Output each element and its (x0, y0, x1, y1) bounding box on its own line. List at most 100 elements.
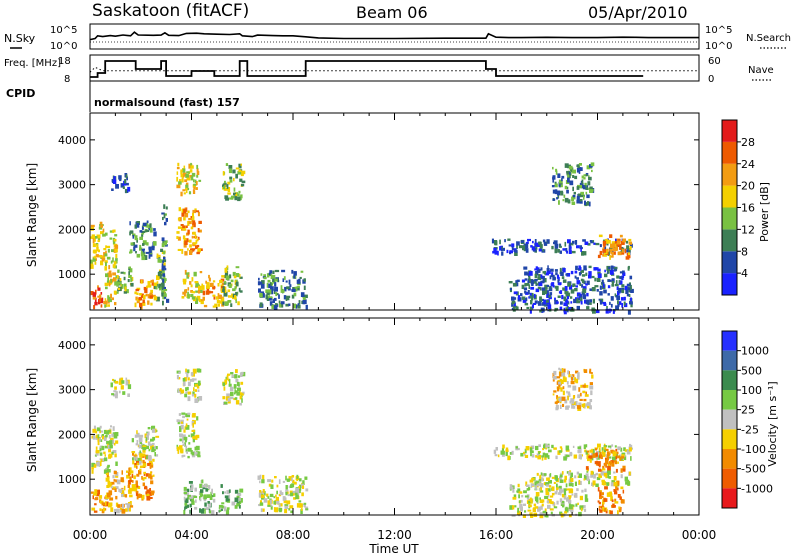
range-cell (127, 393, 130, 397)
range-cell (113, 261, 117, 265)
range-cell (199, 289, 203, 293)
range-cell (197, 380, 201, 386)
range-cell (187, 248, 189, 251)
range-cell (584, 488, 587, 493)
range-cell (564, 475, 567, 481)
range-cell (154, 451, 156, 457)
range-cell (100, 439, 103, 442)
range-cell (546, 500, 549, 503)
range-cell (589, 186, 593, 191)
y-tick-label: 2000 (58, 223, 86, 236)
range-cell (115, 475, 119, 478)
range-cell (139, 244, 142, 250)
range-cell (97, 434, 100, 439)
range-cell (552, 275, 555, 280)
y-tick-label: 3000 (58, 384, 86, 397)
range-cell (209, 282, 214, 287)
range-cell (188, 218, 193, 221)
range-cell (109, 445, 113, 449)
range-cell (571, 378, 576, 381)
range-cell (597, 254, 601, 259)
range-cell (106, 245, 111, 248)
range-cell (222, 491, 224, 495)
range-cell (163, 275, 166, 281)
range-cell (234, 286, 237, 290)
range-cell (142, 449, 146, 453)
range-cell (135, 296, 138, 301)
range-cell (278, 294, 280, 299)
range-cell (559, 378, 563, 382)
range-cell (494, 240, 497, 245)
range-cell (106, 303, 108, 307)
range-cell (575, 285, 578, 288)
x-tick-label: 00:00 (682, 528, 717, 542)
range-cell (217, 283, 220, 287)
range-cell (559, 404, 562, 409)
range-cell (274, 507, 279, 513)
range-cell (259, 480, 261, 484)
range-cell (597, 273, 602, 278)
range-cell (567, 370, 570, 375)
range-cell (538, 451, 541, 455)
range-cell (113, 390, 117, 393)
range-cell (152, 294, 156, 298)
range-cell (525, 446, 530, 451)
range-cell (131, 451, 136, 453)
range-cell (288, 279, 291, 285)
range-cell (585, 391, 587, 396)
range-cell (576, 405, 581, 409)
range-cell (572, 401, 574, 405)
range-cell (128, 267, 131, 271)
range-cell (266, 273, 270, 278)
range-cell (193, 378, 197, 381)
range-cell (133, 456, 136, 461)
range-cell (602, 506, 605, 510)
range-cell (522, 298, 527, 303)
range-cell (156, 281, 159, 285)
range-cell (239, 500, 242, 505)
range-cell (195, 434, 200, 439)
range-cell (543, 443, 547, 446)
range-cell (576, 199, 580, 204)
time-axis-label: Time UT (368, 542, 419, 554)
range-cell (553, 506, 558, 509)
range-cell (146, 455, 148, 460)
range-cell (568, 165, 573, 170)
range-cell (142, 222, 147, 227)
range-cell (114, 248, 118, 253)
range-cell (576, 277, 579, 280)
range-cell (193, 179, 195, 183)
range-cell (600, 495, 604, 498)
range-cell (99, 446, 102, 452)
y-tick-label: 1000 (58, 473, 86, 486)
range-cell (125, 508, 128, 512)
range-cell (280, 301, 285, 305)
range-cell (566, 390, 568, 394)
range-cell (228, 295, 232, 298)
range-cell (117, 287, 121, 291)
range-cell (111, 433, 114, 437)
velocity-ylabel: Slant Range [km] (25, 368, 39, 472)
range-cell (547, 290, 549, 294)
range-cell (563, 456, 567, 461)
range-cell (183, 165, 186, 169)
range-cell (140, 279, 143, 284)
range-cell (99, 430, 101, 434)
range-cell (107, 304, 110, 307)
range-cell (519, 503, 523, 509)
range-cell (114, 432, 119, 437)
range-cell (157, 258, 161, 263)
range-cell (135, 460, 139, 465)
range-cell (102, 435, 104, 440)
range-cell (176, 446, 180, 451)
range-cell (185, 499, 189, 504)
range-cell (228, 494, 231, 499)
range-cell (606, 306, 608, 311)
range-cell (151, 245, 155, 251)
range-cell (100, 304, 103, 308)
range-cell (607, 269, 610, 274)
range-cell (618, 280, 623, 285)
range-cell (139, 441, 142, 445)
range-cell (90, 227, 94, 231)
